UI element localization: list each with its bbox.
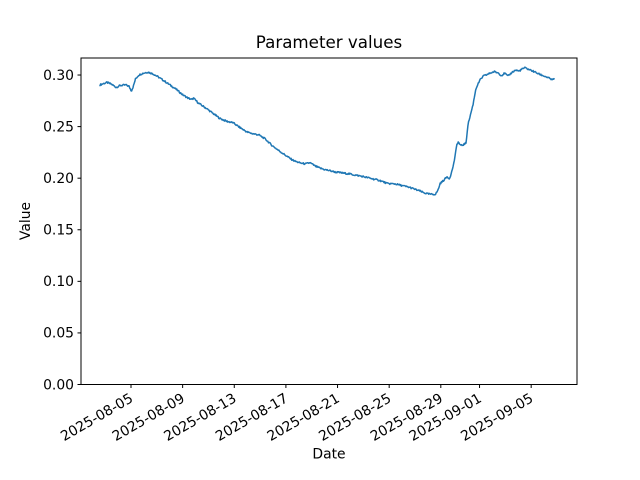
y-tick-label: 0.30 <box>43 68 74 84</box>
data-line <box>99 66 555 196</box>
data-series <box>99 66 555 196</box>
y-tick-label: 0.25 <box>43 119 74 135</box>
y-tick-label: 0.05 <box>43 326 74 342</box>
chart-title: Parameter values <box>256 32 402 52</box>
y-axis-ticks: 0.00 0.05 0.10 0.15 0.20 0.25 0.30 <box>43 68 81 393</box>
y-tick-label: 0.20 <box>43 171 74 187</box>
x-axis-label: Date <box>312 447 345 463</box>
y-axis-label: Value <box>18 202 34 240</box>
y-tick-label: 0.15 <box>43 223 74 239</box>
y-tick-label: 0.00 <box>43 377 74 393</box>
plot-border <box>80 57 578 385</box>
x-axis-ticks: 2025-08-052025-08-092025-08-132025-08-17… <box>58 384 536 445</box>
y-tick-label: 0.10 <box>43 274 74 290</box>
plot-area <box>80 57 578 385</box>
